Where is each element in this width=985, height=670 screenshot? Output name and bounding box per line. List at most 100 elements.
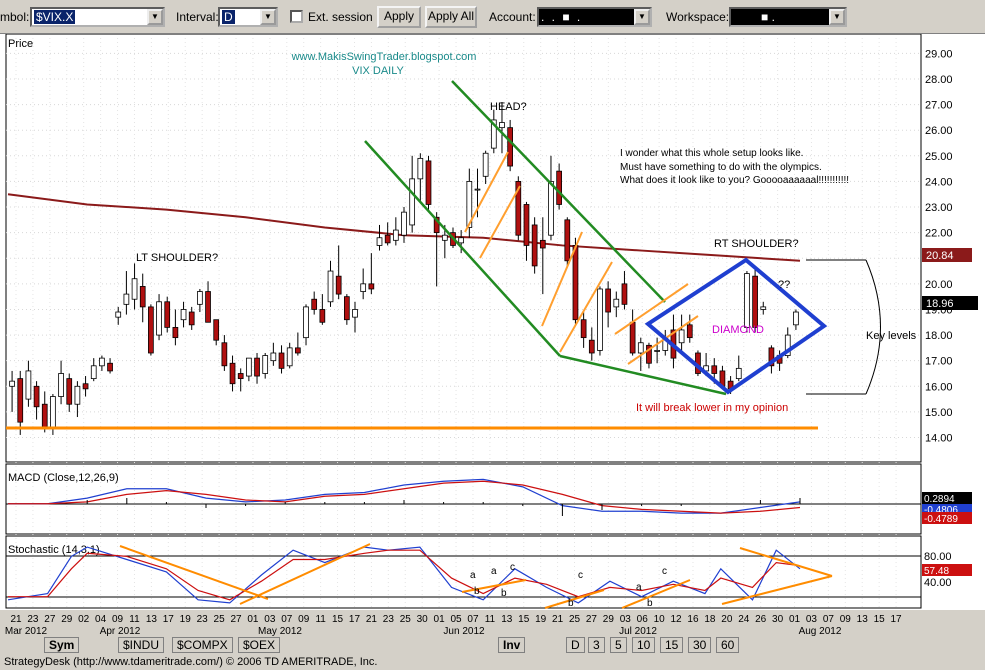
candle-body[interactable] <box>490 119 497 149</box>
candle-body[interactable] <box>441 234 448 241</box>
candle-body[interactable] <box>295 347 301 354</box>
candle-body[interactable] <box>188 311 195 326</box>
chart-area[interactable]: 14.0015.0016.0017.0018.0019.0020.0021.00… <box>0 34 985 636</box>
candle-body[interactable] <box>392 229 399 241</box>
candle-body[interactable] <box>515 181 522 236</box>
candle-body[interactable] <box>768 347 775 367</box>
candle-body[interactable] <box>82 383 89 390</box>
candle-body[interactable] <box>327 270 334 303</box>
candle-body[interactable] <box>752 275 758 328</box>
candle-body[interactable] <box>205 291 211 323</box>
candle-body[interactable] <box>368 283 375 290</box>
candle-body[interactable] <box>539 239 546 249</box>
chevron-down-icon[interactable]: ▼ <box>634 9 650 25</box>
candle-body[interactable] <box>229 362 236 385</box>
candle-body[interactable] <box>352 309 358 318</box>
candle-body[interactable] <box>613 298 620 308</box>
symbol-combo[interactable]: $VIX.X ▼ <box>30 7 165 27</box>
candle-body[interactable] <box>425 160 432 205</box>
candle-body[interactable] <box>319 309 326 323</box>
interval-combo[interactable]: D ▼ <box>218 7 278 27</box>
stoch-trend-5[interactable] <box>621 579 691 609</box>
candle-body[interactable] <box>384 234 391 244</box>
tab-indu[interactable]: $INDU <box>118 637 165 653</box>
candle-body[interactable] <box>17 378 24 423</box>
orange-flag-2[interactable] <box>479 185 521 259</box>
candle-body[interactable] <box>686 324 693 339</box>
candle-body[interactable] <box>74 385 81 405</box>
candle-body[interactable] <box>66 378 73 405</box>
candle-body[interactable] <box>621 283 628 305</box>
candle-body[interactable] <box>197 291 203 305</box>
tab-interval-15[interactable]: 15 <box>660 637 684 653</box>
candle-body[interactable] <box>172 326 179 339</box>
candle-body[interactable] <box>90 365 97 380</box>
candle-body[interactable] <box>99 357 105 367</box>
candle-body[interactable] <box>303 306 309 339</box>
candle-body[interactable] <box>9 380 15 387</box>
candle-body[interactable] <box>654 350 660 352</box>
candle-body[interactable] <box>278 352 285 369</box>
tab-interval-d[interactable]: D <box>566 637 585 653</box>
candle-body[interactable] <box>548 181 554 236</box>
candle-body[interactable] <box>33 385 40 408</box>
stoch-triangle-top[interactable] <box>739 547 833 577</box>
candle-body[interactable] <box>246 357 252 377</box>
tab-interval-5[interactable]: 5 <box>610 637 627 653</box>
candle-body[interactable] <box>499 122 505 129</box>
candle-body[interactable] <box>25 370 32 400</box>
candle-body[interactable] <box>148 306 154 354</box>
candle-body[interactable] <box>629 321 636 354</box>
candle-body[interactable] <box>213 319 220 341</box>
candle-body[interactable] <box>646 344 652 364</box>
candle-body[interactable] <box>433 216 440 234</box>
tab-interval-10[interactable]: 10 <box>632 637 656 653</box>
tab-sym[interactable]: Sym <box>44 637 80 653</box>
candle-body[interactable] <box>335 275 342 295</box>
workspace-combo[interactable]: ■ . ▼ <box>729 7 847 27</box>
candle-body[interactable] <box>458 237 465 244</box>
candle-body[interactable] <box>760 306 767 310</box>
candle-body[interactable] <box>156 301 162 336</box>
orange-flag-1[interactable] <box>464 151 509 233</box>
candle-body[interactable] <box>711 365 718 374</box>
candle-body[interactable] <box>360 283 367 292</box>
apply-all-button[interactable]: Apply All <box>425 6 477 28</box>
green-channel-upper[interactable] <box>451 80 666 303</box>
stoch-trend-4[interactable] <box>544 589 605 609</box>
candle-body[interactable] <box>784 334 791 356</box>
candle-body[interactable] <box>41 403 48 428</box>
account-combo[interactable]: . . ■ . ▼ <box>537 7 652 27</box>
chevron-down-icon[interactable]: ▼ <box>829 9 845 25</box>
candle-body[interactable] <box>123 293 130 305</box>
candle-body[interactable] <box>474 188 481 191</box>
candle-body[interactable] <box>580 319 587 339</box>
candle-body[interactable] <box>409 178 416 226</box>
tab-interval-3[interactable]: 3 <box>588 637 605 653</box>
chevron-down-icon[interactable]: ▼ <box>260 9 276 25</box>
candle-body[interactable] <box>793 311 799 326</box>
candle-body[interactable] <box>164 301 171 328</box>
tab-compx[interactable]: $COMPX <box>172 637 233 653</box>
stoch-trend-1[interactable] <box>119 545 269 600</box>
candle-body[interactable] <box>466 181 473 228</box>
candle-body[interactable] <box>115 311 122 318</box>
ext-session-checkbox[interactable] <box>290 10 303 23</box>
candle-body[interactable] <box>564 219 571 262</box>
candle-body[interactable] <box>58 373 64 397</box>
tab-interval-30[interactable]: 30 <box>688 637 712 653</box>
green-channel-base[interactable] <box>559 354 727 396</box>
candle-body[interactable] <box>270 352 277 362</box>
candle-body[interactable] <box>507 127 513 167</box>
candle-body[interactable] <box>254 357 260 377</box>
candle-body[interactable] <box>482 152 489 177</box>
stoch-trend-3[interactable] <box>461 579 527 593</box>
candle-body[interactable] <box>523 204 530 246</box>
candle-body[interactable] <box>417 157 424 180</box>
candle-body[interactable] <box>286 347 293 367</box>
chevron-down-icon[interactable]: ▼ <box>147 9 163 25</box>
orange-flag-4[interactable] <box>559 261 613 353</box>
candle-body[interactable] <box>311 298 318 310</box>
orange-flag-3[interactable] <box>541 231 583 327</box>
candle-body[interactable] <box>139 286 146 308</box>
